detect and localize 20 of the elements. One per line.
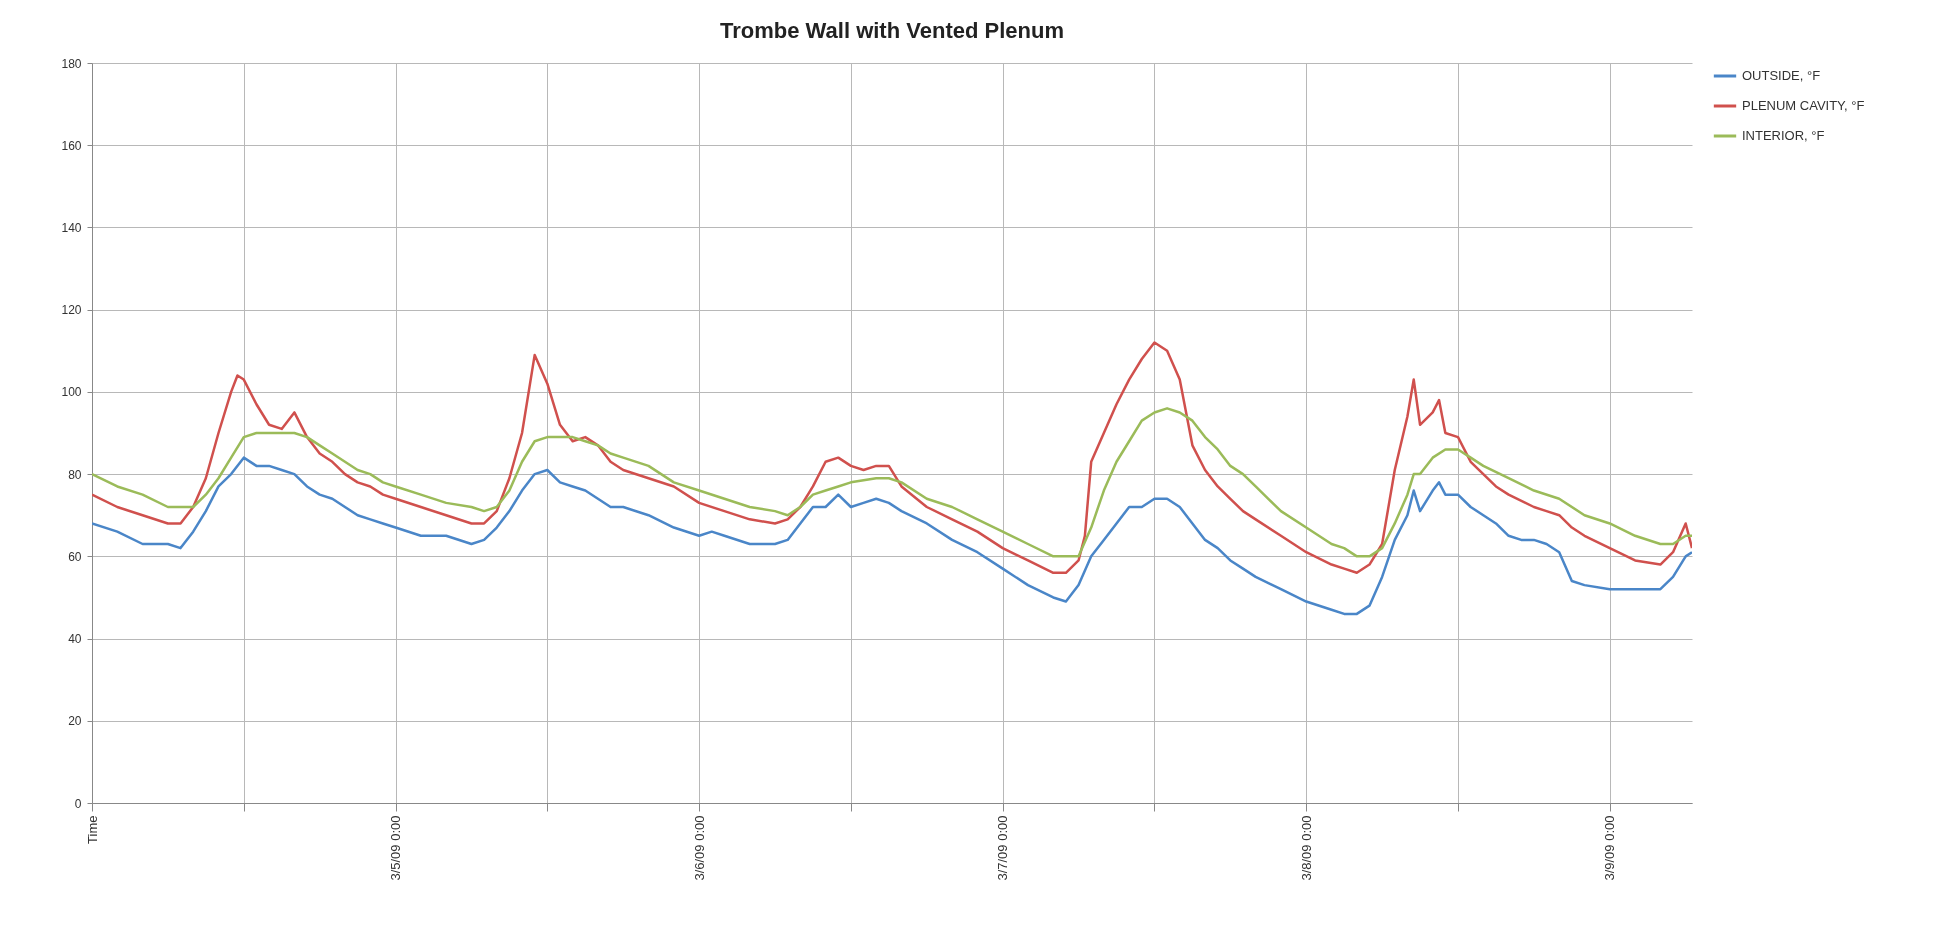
x-tick-label: 3/5/09 0:00 bbox=[388, 815, 404, 881]
y-tick-label: 40 bbox=[68, 632, 82, 647]
x-tick-label: 3/9/09 0:00 bbox=[1602, 815, 1618, 881]
y-tick-label: 100 bbox=[61, 385, 82, 400]
legend-label: OUTSIDE, °F bbox=[1742, 68, 1821, 83]
y-tick-label: 160 bbox=[61, 138, 82, 153]
y-tick-label: 20 bbox=[68, 714, 82, 729]
legend-label: INTERIOR, °F bbox=[1742, 128, 1825, 143]
y-tick-label: 180 bbox=[61, 56, 82, 71]
chart-title: Trombe Wall with Vented Plenum bbox=[720, 18, 1064, 43]
y-tick-label: 60 bbox=[68, 549, 82, 564]
y-tick-label: 140 bbox=[61, 220, 82, 235]
x-tick-label: 3/6/09 0:00 bbox=[691, 815, 707, 881]
y-tick-label: 80 bbox=[68, 467, 82, 482]
x-tick-label: Time bbox=[84, 815, 100, 844]
x-tick-label: 3/8/09 0:00 bbox=[1298, 815, 1314, 881]
y-tick-label: 0 bbox=[74, 796, 82, 811]
legend-label: PLENUM CAVITY, °F bbox=[1742, 98, 1865, 113]
x-tick-label: 3/7/09 0:00 bbox=[995, 815, 1011, 881]
y-tick-label: 120 bbox=[61, 303, 82, 318]
